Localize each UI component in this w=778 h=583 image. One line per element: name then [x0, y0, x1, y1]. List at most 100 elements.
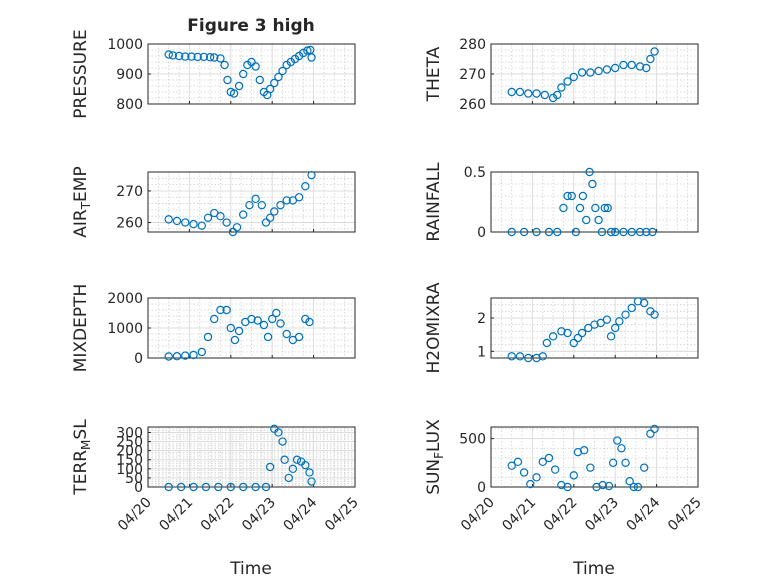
data-point: [216, 54, 225, 63]
data-point: [569, 338, 579, 348]
data-point: [619, 227, 628, 237]
data-point: [598, 480, 607, 490]
data-point: [270, 78, 279, 88]
x-tick-label: 04/24: [281, 494, 321, 534]
subplot-3: 260 270 AIRTEMP: [71, 166, 356, 238]
data-point: [193, 52, 202, 62]
data-point: [164, 352, 173, 361]
data-point: [590, 320, 599, 329]
data-point: [611, 63, 620, 73]
data-point: [524, 353, 533, 363]
y-tick-label: 150: [116, 453, 143, 469]
x-tick-label: 04/21: [156, 495, 196, 535]
subplot-1: 800 900 1000 PRESSURE: [71, 29, 356, 119]
y-axis-label: RAINFALL: [424, 162, 444, 242]
y-axis-label: PRESSURE: [71, 29, 91, 118]
subplot-5: 0 1000 2000 MIXDEPTH: [71, 284, 356, 372]
data-point: [567, 191, 576, 201]
data-point: [265, 84, 275, 94]
data-point: [274, 428, 283, 437]
data-point: [172, 216, 182, 226]
data-point: [515, 87, 525, 97]
data-point: [650, 47, 659, 56]
data-point: [538, 457, 547, 467]
data-point: [168, 51, 178, 60]
data-point: [307, 170, 316, 180]
data-point: [292, 455, 302, 464]
data-point: [619, 60, 628, 70]
data-point: [251, 194, 260, 204]
data-point: [189, 482, 198, 492]
data-point: [578, 191, 588, 201]
data-point: [608, 458, 618, 468]
data-point: [239, 69, 248, 79]
data-point: [278, 437, 287, 446]
y-tick-label: 800: [116, 97, 143, 113]
y-tick-label: 1000: [107, 321, 143, 337]
data-point: [515, 352, 525, 361]
data-point: [519, 468, 529, 477]
data-point: [602, 315, 612, 324]
y-tick-label: 270: [116, 184, 143, 200]
data-point: [532, 227, 541, 237]
data-point: [621, 310, 630, 319]
data-point: [594, 66, 603, 76]
data-point: [591, 203, 600, 213]
subplot-2: 260 270 280 THETA: [424, 37, 699, 113]
data-point: [629, 482, 639, 492]
data-point: [301, 182, 310, 191]
data-point: [639, 298, 649, 308]
data-point: [261, 218, 271, 227]
data-point: [234, 81, 244, 91]
data-point: [216, 305, 225, 315]
data-point: [268, 314, 277, 324]
data-point: [181, 218, 190, 227]
data-point: [272, 308, 281, 318]
data-point: [625, 476, 634, 486]
data-point: [563, 328, 572, 338]
data-point: [588, 179, 597, 189]
data-point: [597, 227, 607, 237]
y-tick-label: 200: [116, 444, 143, 460]
data-point: [569, 471, 579, 480]
figure-title: Figure 3 high: [187, 16, 315, 36]
data-point: [507, 352, 516, 361]
data-point: [642, 63, 651, 73]
data-point: [294, 193, 304, 202]
data-point: [197, 347, 207, 357]
subplot-4: 0 0.5 RAINFALL: [424, 162, 699, 242]
data-point: [294, 332, 304, 342]
data-point: [586, 68, 595, 77]
data-point: [247, 57, 256, 67]
data-point: [646, 54, 655, 64]
data-point: [307, 53, 316, 62]
data-point: [301, 460, 310, 470]
data-point: [586, 463, 595, 472]
axes-frame: [147, 43, 356, 105]
subplot-6: 1 2 H2OMIXRA: [424, 282, 699, 374]
plot-area: [490, 426, 699, 488]
y-tick-label: 100: [116, 462, 143, 478]
data-point: [305, 468, 314, 477]
data-point: [210, 314, 219, 324]
data-point: [307, 477, 316, 486]
data-point: [594, 215, 603, 225]
y-tick-label: 0: [134, 480, 143, 496]
data-point: [187, 52, 196, 61]
data-point: [571, 227, 581, 237]
data-point: [544, 453, 554, 463]
data-point: [276, 319, 285, 328]
data-point: [532, 353, 541, 363]
data-point: [247, 314, 256, 324]
data-point: [288, 464, 298, 474]
data-point: [582, 215, 591, 225]
data-point: [542, 338, 552, 348]
data-point: [532, 473, 541, 482]
data-point: [253, 316, 262, 325]
y-axis-label: THETA: [424, 46, 444, 102]
data-point: [557, 83, 566, 92]
data-point: [627, 303, 636, 313]
data-point: [220, 60, 229, 70]
data-point: [617, 444, 626, 453]
data-point: [214, 482, 223, 492]
